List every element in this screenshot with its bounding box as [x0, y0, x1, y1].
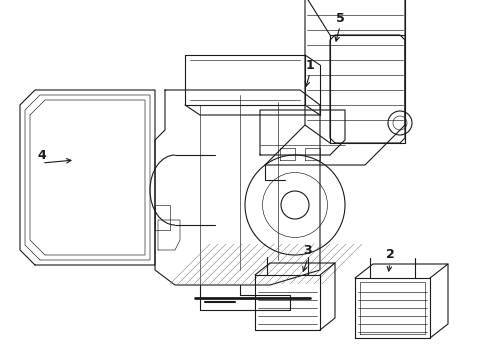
Text: 5: 5: [336, 12, 344, 24]
Text: 3: 3: [304, 243, 312, 256]
Text: 2: 2: [386, 248, 394, 261]
Text: 4: 4: [38, 149, 47, 162]
Text: 1: 1: [306, 59, 315, 72]
